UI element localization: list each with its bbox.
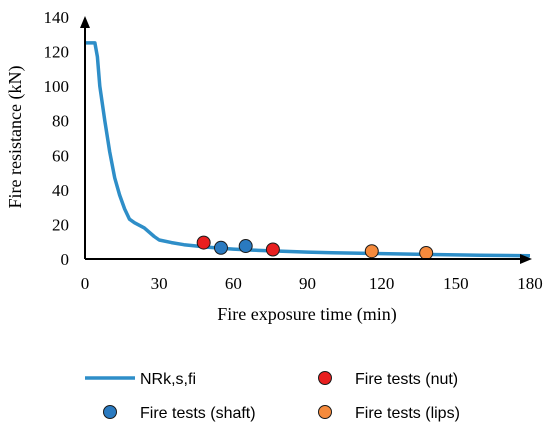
legend-marker-swatch	[318, 371, 332, 385]
y-tick-label: 40	[52, 181, 69, 200]
x-tick-label: 90	[299, 274, 316, 293]
legend: NRk,s,fi Fire tests (nut) Fire tests (shaf…	[85, 371, 460, 422]
y-axis-arrow	[80, 16, 90, 28]
x-tick-label: 30	[151, 274, 168, 293]
x-tick-label: 120	[369, 274, 395, 293]
legend-label: Fire tests (lips)	[355, 405, 460, 422]
data-point	[238, 239, 253, 254]
plot-series	[85, 41, 531, 260]
y-tick-label: 100	[44, 77, 70, 96]
x-tick-label: 60	[225, 274, 242, 293]
x-tick-label: 0	[81, 274, 90, 293]
y-tick-label: 20	[52, 215, 69, 234]
y-tick-label: 60	[52, 146, 69, 165]
y-tick-label: 0	[61, 250, 70, 269]
x-tick-label: 150	[443, 274, 469, 293]
data-point	[213, 240, 228, 255]
y-tick-label: 80	[52, 112, 69, 131]
legend-marker-swatch	[103, 405, 117, 419]
x-axis-arrow	[520, 254, 532, 264]
legend-label: NRk,s,fi	[140, 371, 196, 388]
x-tick-label: 180	[517, 274, 543, 293]
data-point	[419, 245, 434, 260]
axes	[80, 16, 532, 264]
series-line-nrk	[85, 41, 531, 258]
y-tick-label: 120	[44, 43, 70, 62]
legend-label: Fire tests (shaft)	[140, 405, 256, 422]
y-tick-labels: 0 20 40 60 80 100 120 140	[44, 8, 70, 269]
y-axis-title: Fire resistance (kN)	[5, 66, 26, 209]
data-point	[364, 244, 379, 259]
y-tick-label: 140	[44, 8, 70, 27]
x-axis-title: Fire exposure time (min)	[217, 304, 396, 325]
legend-marker-swatch	[318, 405, 332, 419]
x-tick-labels: 0 30 60 90 120 150 180	[81, 274, 543, 293]
data-point	[265, 242, 280, 257]
data-point	[196, 235, 211, 250]
legend-label: Fire tests (nut)	[355, 371, 458, 388]
